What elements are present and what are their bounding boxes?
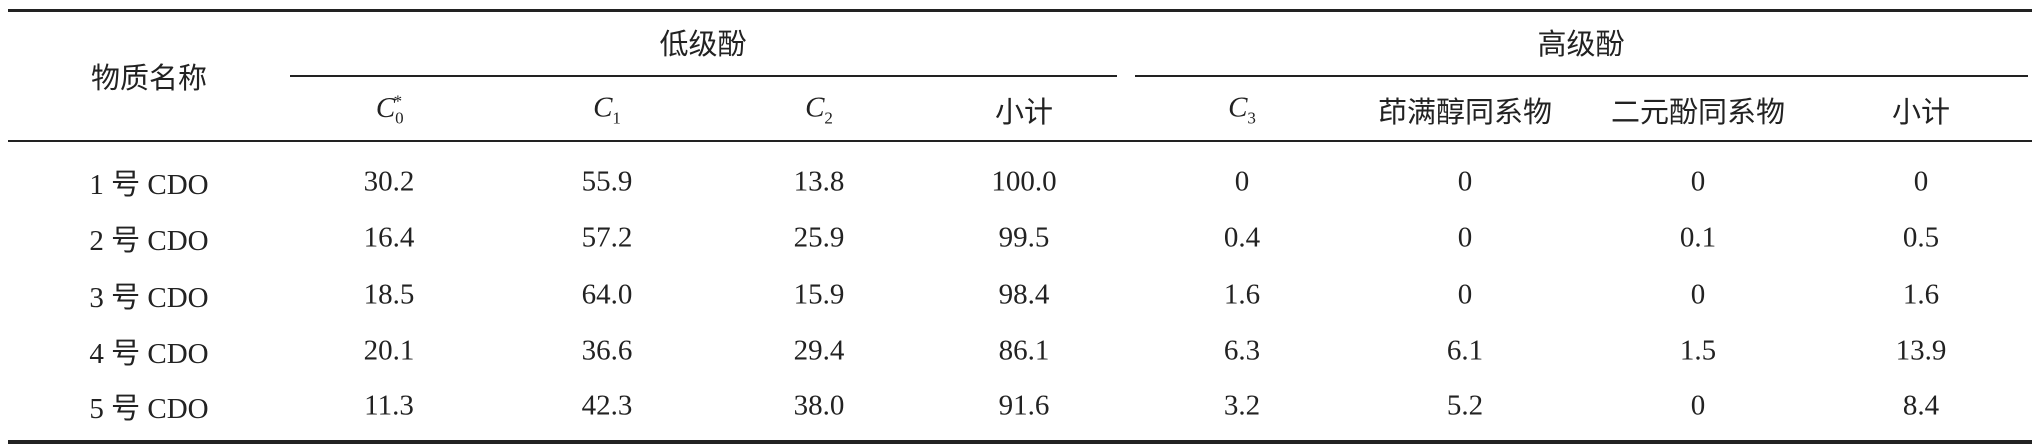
row-label: 2 号 CDO: [89, 225, 209, 257]
column-header: 茚满醇同系物: [1378, 89, 1552, 131]
cell-value: 13.8: [793, 165, 845, 198]
header-sub: 3: [1247, 108, 1256, 128]
column-header: C2: [805, 92, 833, 129]
cell-value: 0.4: [1223, 221, 1261, 254]
cell-value: 13.9: [1895, 334, 1947, 367]
cell-value: 8.4: [1902, 389, 1940, 422]
row-label: 3 号 CDO: [89, 282, 209, 314]
header-base: 小计: [994, 97, 1054, 129]
cell-value: 0: [1457, 221, 1473, 254]
column-header: 小计: [995, 89, 1053, 131]
group-header: 低级酚: [659, 29, 747, 61]
cell-value: 20.1: [363, 334, 415, 367]
header-base: 小计: [1891, 97, 1951, 129]
cell-value: 1.5: [1679, 334, 1717, 367]
cell-value: 55.9: [581, 165, 633, 198]
header-base: 二元酚同系物: [1610, 97, 1786, 129]
cell-value: 100.0: [991, 165, 1057, 198]
header-rule: [8, 140, 2032, 142]
cell-value: 5.2: [1446, 389, 1484, 422]
header-base: C: [593, 91, 613, 124]
column-header: 二元酚同系物: [1611, 89, 1785, 131]
row-label: 5 号 CDO: [89, 393, 209, 425]
column-header: C1: [593, 92, 621, 129]
cell-value: 30.2: [363, 165, 415, 198]
cell-value: 6.3: [1223, 334, 1261, 367]
corner-header: 物质名称: [90, 63, 208, 95]
cell-value: 42.3: [581, 389, 633, 422]
cell-value: 0: [1234, 165, 1250, 198]
cell-value: 1.6: [1902, 278, 1940, 311]
header-sub: 0: [395, 108, 404, 128]
cell-value: 57.2: [581, 221, 633, 254]
cell-value: 0.1: [1679, 221, 1717, 254]
header-sup: *: [393, 91, 403, 111]
column-header: C3: [1228, 92, 1256, 129]
cell-value: 15.9: [793, 278, 845, 311]
cell-value: 11.3: [364, 389, 414, 422]
group-header: 高级酚: [1537, 29, 1625, 61]
cell-value: 3.2: [1223, 389, 1261, 422]
cell-value: 0: [1913, 165, 1929, 198]
cell-value: 0: [1690, 278, 1706, 311]
header-base: C: [1228, 91, 1248, 124]
column-header: 小计: [1892, 89, 1950, 131]
cell-value: 86.1: [998, 334, 1050, 367]
row-label: 4 号 CDO: [89, 338, 209, 370]
cell-value: 38.0: [793, 389, 845, 422]
cell-value: 91.6: [998, 389, 1050, 422]
group-rule: [1135, 75, 2028, 77]
cell-value: 0: [1690, 389, 1706, 422]
column-header: C0*: [375, 91, 404, 128]
cell-value: 99.5: [998, 221, 1050, 254]
cell-value: 29.4: [793, 334, 845, 367]
header-sub: 2: [824, 108, 833, 128]
cell-value: 64.0: [581, 278, 633, 311]
header-sub: 1: [612, 108, 621, 128]
header-base: C: [375, 91, 396, 124]
cell-value: 0: [1690, 165, 1706, 198]
group-rule: [290, 75, 1117, 77]
cell-value: 0.5: [1902, 221, 1940, 254]
cell-value: 1.6: [1223, 278, 1261, 311]
cell-value: 0: [1457, 278, 1473, 311]
top-rule: [8, 9, 2032, 12]
cell-value: 36.6: [581, 334, 633, 367]
cell-value: 98.4: [998, 278, 1050, 311]
cell-value: 25.9: [793, 221, 845, 254]
cell-value: 6.1: [1446, 334, 1484, 367]
row-label: 1 号 CDO: [89, 169, 209, 201]
header-base: 茚满醇同系物: [1377, 97, 1553, 129]
cell-value: 0: [1457, 165, 1473, 198]
bottom-rule: [8, 440, 2032, 444]
cell-value: 18.5: [363, 278, 415, 311]
cell-value: 16.4: [363, 221, 415, 254]
header-base: C: [805, 91, 825, 124]
